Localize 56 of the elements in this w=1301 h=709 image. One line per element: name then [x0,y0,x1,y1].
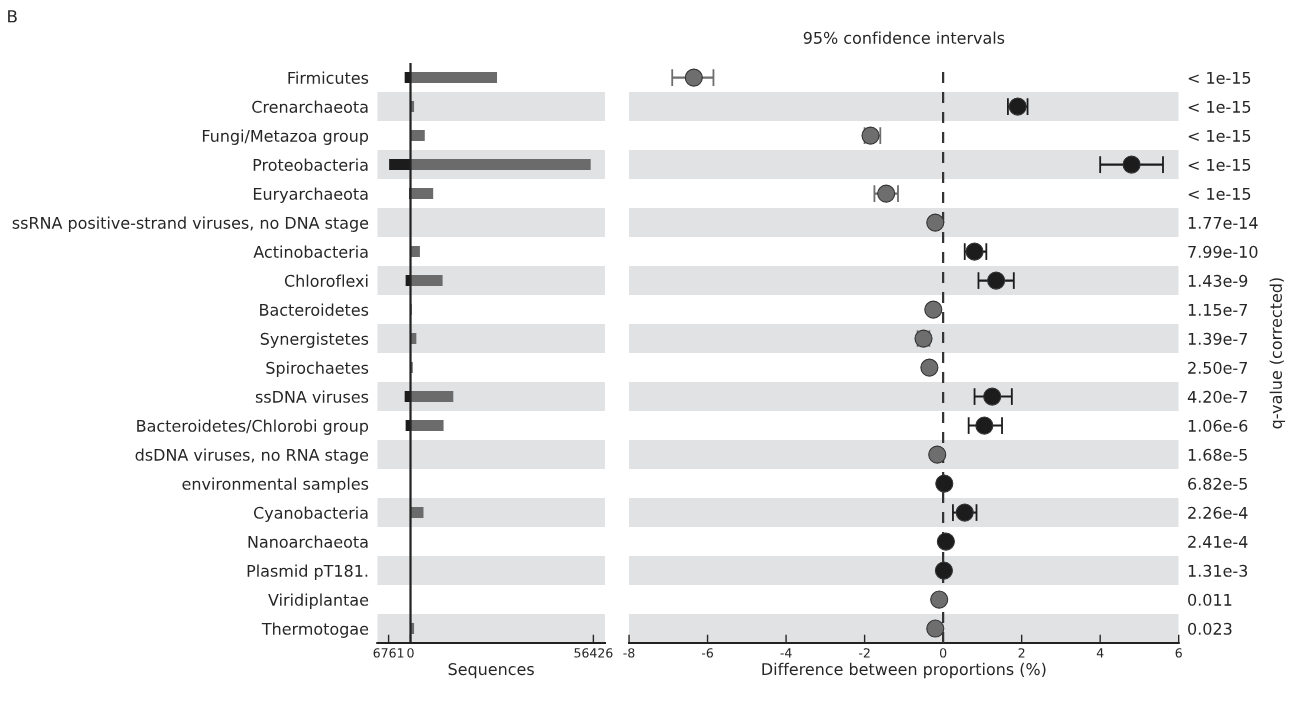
y2-tick-label: 2.41e-4 [1188,535,1248,548]
x-tick-label: 0 [407,648,414,658]
y2-tick-label: 0.023 [1188,622,1232,635]
x-tick-label: 56426 [574,648,613,658]
y-tick-label: ssRNA positive-strand viruses, no DNA stage [12,216,369,232]
y2-tick-label: < 1e-15 [1188,72,1251,84]
chart-title: 95% confidence intervals [803,31,1005,44]
y-tick-label: Nanoarchaeota [248,535,368,548]
x-tick-label: -2 [858,648,870,658]
x-tick-label: 0 [939,648,947,658]
y-tick-label: Proteobacteria [253,158,368,171]
x-tick-label: -6 [701,648,713,658]
y-tick-label: Bacteroidetes [260,303,369,316]
y2-tick-label: 6.82e-5 [1188,477,1247,490]
y2-tick-label: 1.68e-5 [1188,448,1247,461]
x-axis-title: Sequences [448,663,534,679]
y2-tick-label: 4.20e-7 [1187,390,1247,403]
y-tick-label: Viridiplantae [268,593,369,609]
y2-tick-label: 2.26e-4 [1188,506,1248,519]
y-tick-label: Bacteroidetes/Chlorobi group [137,419,369,435]
y-tick-label: Firmicutes [288,71,369,84]
text: B [8,10,17,23]
y-tick-label: environmental samples [182,477,369,493]
y-tick-label: Thermotogae [261,622,369,638]
x-tick-label: -8 [623,648,635,658]
y2-tick-label: 1.31e-3 [1188,564,1248,577]
x-tick-label: 6 [1175,648,1182,658]
y2-tick-label: 1.15e-7 [1188,304,1247,316]
x-tick-label: 4 [1096,648,1104,658]
y2-tick-label: 0.011 [1188,593,1232,606]
y2-tick-label: < 1e-15 [1188,159,1251,171]
y-tick-label: Actinobacteria [253,245,368,258]
y-tick-label: Spirochaetes [266,361,369,377]
y2-tick-label: < 1e-15 [1188,130,1251,142]
y-tick-label: Crenarchaeota [252,100,368,113]
y-tick-label: Chloroflexi [284,274,368,287]
y2-tick-label: 1.77e-14 [1188,217,1258,229]
y-tick-label: ssDNA viruses [255,390,369,403]
y-tick-label: Cyanobacteria [253,506,368,522]
y-tick-label: dsDNA viruses, no RNA stage [135,448,369,464]
x-tick-label: 2 [1018,648,1025,658]
y2-tick-label: 1.43e-9 [1188,274,1248,287]
y2-tick-label: 2.50e-7 [1188,361,1247,374]
x-tick-label: 6761 [373,648,404,658]
y2-axis-title: q-value (corrected) [1269,278,1286,429]
y2-tick-label: 7.99e-10 [1188,245,1258,258]
y-tick-label: Fungi/Metazoa group [202,129,369,145]
y-tick-label: Synergistetes [260,332,369,348]
y2-tick-label: 1.06e-6 [1188,419,1248,432]
y-tick-label: Euryarchaeota [253,187,368,203]
x-axis-title: Difference between proportions (%) [762,662,1046,679]
y2-tick-label: < 1e-15 [1188,101,1251,113]
y2-tick-label: 1.39e-7 [1188,332,1247,345]
y-tick-label: Plasmid pT181. [247,564,368,580]
y2-tick-label: < 1e-15 [1188,188,1251,200]
x-tick-label: -4 [780,648,792,658]
